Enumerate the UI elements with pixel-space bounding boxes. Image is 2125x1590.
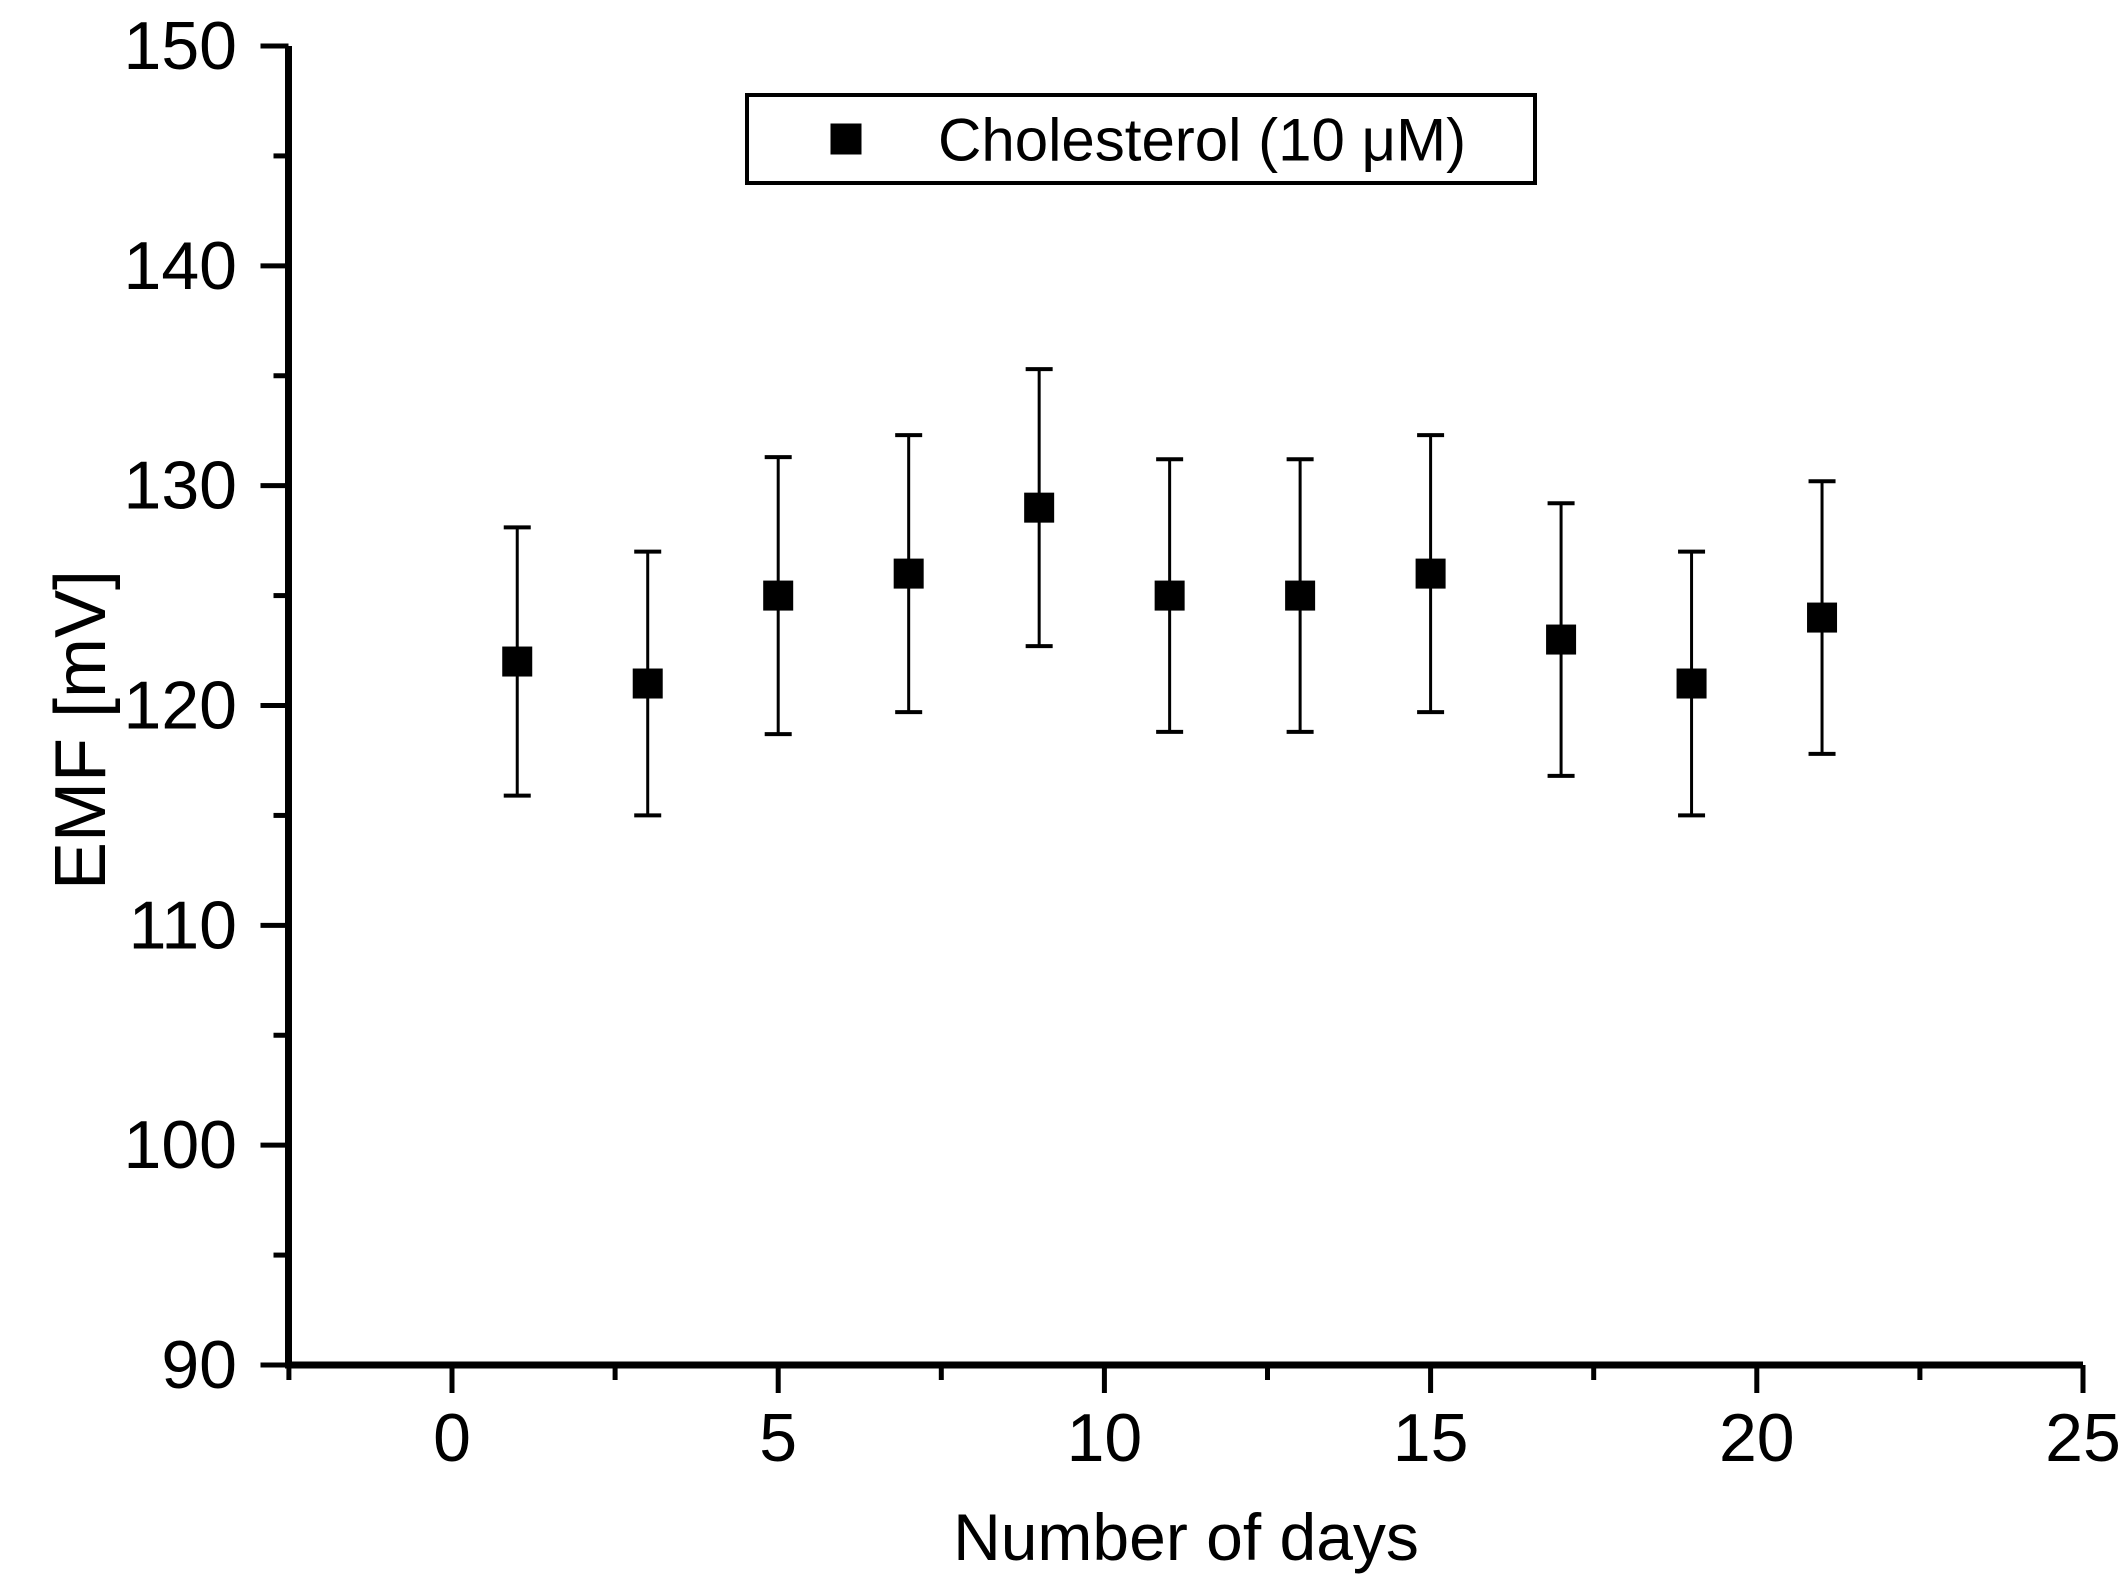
x-tick-label: 25 [2045, 1400, 2121, 1476]
x-tick-label: 5 [759, 1400, 797, 1476]
data-point [1415, 433, 1446, 715]
data-point-marker [502, 646, 533, 677]
y-tick-label: 90 [161, 1327, 237, 1403]
data-point-marker [893, 558, 924, 589]
y-tick-label: 100 [124, 1107, 237, 1183]
data-point-marker [1024, 492, 1055, 523]
data-point-marker [763, 580, 794, 611]
data-point [1285, 457, 1316, 734]
data-point [1676, 549, 1707, 818]
legend-label: Cholesterol (10 μM) [938, 107, 1466, 174]
data-point-marker [1415, 558, 1446, 589]
legend-marker-square [830, 123, 862, 155]
x-tick-label: 0 [433, 1400, 471, 1476]
x-axis-label: Number of days [953, 1500, 1419, 1574]
x-tick-label: 15 [1393, 1400, 1469, 1476]
data-point [1154, 457, 1185, 734]
data-point-marker [1285, 580, 1316, 611]
legend-box [745, 93, 1537, 185]
data-point-marker [1807, 602, 1838, 633]
data-point-marker [1154, 580, 1185, 611]
y-tick-label: 110 [129, 887, 237, 963]
data-point-marker [1676, 668, 1707, 699]
data-point [1546, 501, 1577, 778]
data-point-marker [1546, 624, 1577, 655]
y-axis-label: EMF [mV] [41, 570, 121, 890]
data-point [1024, 367, 1055, 649]
data-point [763, 455, 794, 737]
x-tick-label: 20 [1719, 1400, 1795, 1476]
data-point [1807, 479, 1838, 756]
data-series [502, 367, 1838, 818]
x-tick-label: 10 [1067, 1400, 1143, 1476]
y-tick-label: 140 [124, 228, 237, 304]
y-tick-label: 130 [124, 448, 237, 524]
axes: 90 100 110 120 130 140 150 0 5 10 15 20 25 [124, 8, 2121, 1476]
y-tick-label: 120 [124, 667, 237, 743]
data-point [893, 433, 924, 715]
legend: Cholesterol (10 μM) [745, 93, 1537, 185]
data-point [632, 549, 663, 818]
data-point [502, 525, 533, 798]
data-point-marker [632, 668, 663, 699]
y-tick-label: 150 [124, 8, 237, 84]
